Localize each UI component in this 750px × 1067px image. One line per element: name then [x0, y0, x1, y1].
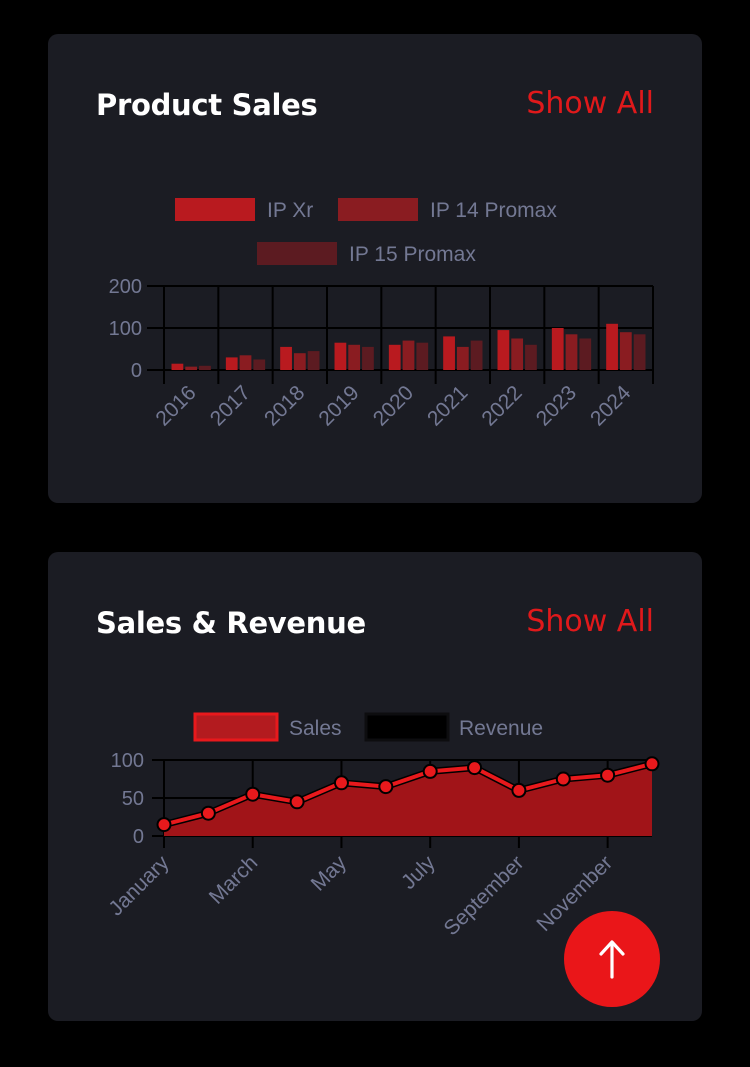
bar	[416, 342, 429, 370]
bar	[307, 351, 320, 370]
bar	[606, 323, 618, 370]
y-tick-label: 0	[133, 826, 144, 848]
bar	[185, 366, 198, 370]
x-tick-label: 2019	[314, 381, 363, 430]
bar	[511, 338, 524, 370]
bar	[470, 340, 483, 370]
bar	[402, 340, 415, 370]
y-tick-label: 200	[109, 276, 142, 298]
bar	[334, 342, 347, 370]
legend-label: IP 14 Promax	[430, 199, 557, 222]
x-tick-label: September	[440, 851, 529, 940]
legend-label: IP 15 Promax	[349, 243, 476, 266]
x-tick-label: 2023	[532, 381, 581, 430]
y-tick-label: 100	[111, 750, 144, 772]
data-point	[289, 794, 305, 810]
product-sales-title: Product Sales	[96, 88, 318, 122]
data-point	[422, 763, 438, 779]
arrow-up-icon	[599, 940, 625, 979]
sales-revenue-area-chart: Sales Revenue 0 50 100 January March May July Sep…	[104, 712, 660, 940]
bar	[497, 330, 510, 370]
bar	[293, 353, 306, 370]
data-point	[600, 767, 616, 783]
x-tick-label: 2020	[369, 381, 418, 430]
bar	[171, 363, 184, 370]
bar	[225, 357, 238, 370]
legend-label: Sales	[289, 717, 342, 740]
legend-swatch	[175, 198, 255, 221]
x-tick-label: March	[205, 851, 263, 909]
bar	[388, 344, 401, 370]
bar	[239, 355, 252, 370]
legend-swatch	[338, 198, 418, 221]
legend-label: IP Xr	[267, 199, 313, 222]
x-tick-label: 2021	[423, 381, 472, 430]
bar	[253, 359, 266, 370]
data-point	[200, 805, 216, 821]
bar	[551, 328, 564, 370]
bar	[456, 346, 469, 370]
scroll-to-top-button[interactable]	[564, 911, 660, 1007]
legend-swatch	[193, 712, 279, 742]
y-tick-label: 50	[122, 788, 144, 810]
bar	[362, 346, 374, 370]
legend-swatch	[364, 712, 450, 742]
x-tick-label: 2022	[477, 381, 526, 430]
x-tick-label: January	[104, 851, 173, 920]
data-point	[245, 786, 261, 802]
product-sales-card: Product Sales Show All IP Xr IP 14 Promax…	[48, 34, 702, 503]
x-tick-label: July	[397, 851, 440, 894]
data-point	[378, 779, 394, 795]
data-point	[511, 782, 527, 798]
bar	[619, 332, 632, 370]
bar	[280, 346, 292, 370]
product-sales-bar-chart: IP Xr IP 14 Promax IP 15 Promax 0 100 200 2016…	[109, 198, 654, 431]
bar	[579, 338, 592, 370]
x-tick-label: 2018	[260, 381, 309, 430]
bar	[525, 344, 537, 370]
bar	[348, 344, 361, 370]
data-point	[644, 756, 660, 772]
area-fill	[164, 763, 652, 836]
x-tick-label: May	[307, 851, 352, 896]
y-tick-label: 0	[131, 360, 142, 382]
x-tick-label: 2017	[206, 381, 255, 430]
bar	[443, 336, 455, 370]
data-point	[333, 775, 349, 791]
data-point	[555, 771, 571, 787]
x-tick-label: 2024	[586, 381, 636, 431]
bar	[199, 365, 211, 370]
bar	[565, 334, 578, 370]
bar	[633, 334, 646, 370]
legend-label: Revenue	[459, 717, 543, 740]
data-point	[467, 760, 483, 776]
sales-revenue-title: Sales & Revenue	[96, 606, 366, 640]
sales-revenue-show-all-button[interactable]: Show All	[526, 604, 654, 639]
data-point	[156, 817, 172, 833]
y-tick-label: 100	[109, 318, 142, 340]
product-sales-show-all-button[interactable]: Show All	[526, 86, 654, 121]
x-tick-label: 2016	[151, 381, 200, 430]
legend-swatch	[257, 242, 337, 265]
